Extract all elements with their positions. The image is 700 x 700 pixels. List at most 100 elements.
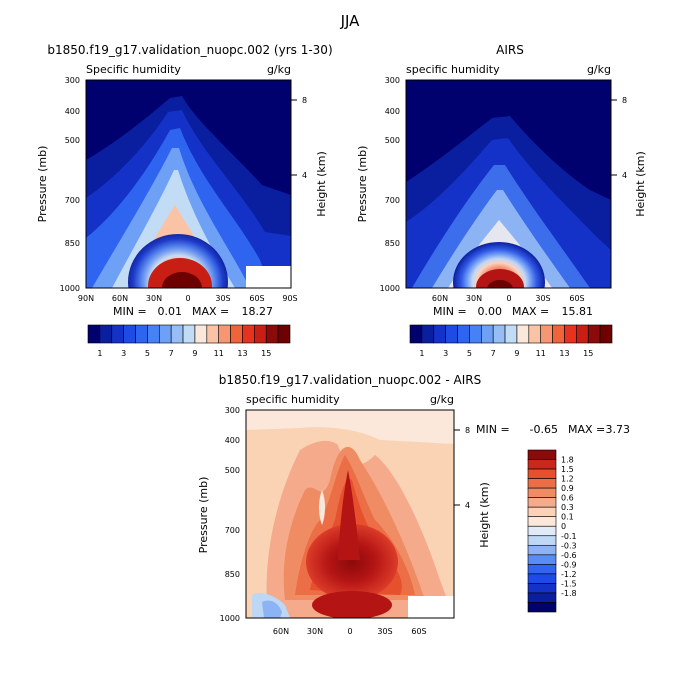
min-max-readout: MIN = -0.65 MAX = 3.73 [476, 423, 630, 436]
colorbar-swatch [504, 324, 518, 344]
colorbar-swatch [527, 525, 557, 537]
colorbar-label: -0.1 [561, 532, 577, 541]
colorbar-swatch [242, 324, 255, 344]
colorbar-label: 0.9 [561, 484, 574, 493]
colorbar-label: 7 [491, 349, 496, 358]
colorbar-swatch [516, 324, 530, 344]
colorbar-label: 9 [192, 349, 197, 358]
y-tick-label: 700 [225, 526, 240, 535]
y-tick-label: 850 [65, 239, 80, 248]
colorbar-label: 1 [97, 349, 102, 358]
colorbar-swatch [527, 554, 557, 565]
y-tick-label: 400 [65, 107, 80, 116]
y2-tick-label: 4 [465, 501, 470, 510]
colorbar-swatch [457, 324, 470, 344]
colorbar-swatch [576, 324, 589, 344]
x-tick-label: 30S [535, 294, 550, 303]
colorbar-label: 1.8 [561, 456, 574, 465]
figure-title: JJA [340, 12, 361, 30]
y2-axis-title: Height (km) [478, 482, 491, 548]
colorbar-label: 15 [583, 349, 593, 358]
max-label: MAX = [512, 305, 549, 318]
colorbar-swatch [540, 324, 553, 344]
y-tick-label: 300 [225, 406, 240, 415]
min-label: MIN = [433, 305, 467, 318]
y-tick-label: 300 [65, 76, 80, 85]
colorbar-swatch [409, 324, 423, 344]
y-tick-label: 700 [385, 196, 400, 205]
colorbar-swatch [527, 516, 557, 527]
field-label: specific humidity [246, 393, 340, 406]
y-axis: 300 400 500 700 850 1000 Pressure (mb) [36, 76, 80, 293]
min-max-readout: MIN = 0.01 MAX = 18.27 [113, 305, 273, 318]
colorbar-label: 13 [559, 349, 569, 358]
panel-title: b1850.f19_g17.validation_nuopc.002 - AIR… [219, 373, 481, 387]
colorbar-swatch [147, 324, 160, 344]
colorbar-swatch [527, 592, 557, 603]
colorbar-label: 13 [237, 349, 247, 358]
max-value: 3.73 [606, 423, 631, 436]
colorbar-swatch [528, 324, 542, 344]
colorbar-swatch [445, 324, 458, 344]
colorbar-label: 1.2 [561, 475, 574, 484]
contour-field [246, 410, 454, 618]
y-axis-title: Pressure (mb) [36, 146, 49, 223]
y-tick-label: 1000 [60, 284, 80, 293]
colorbar-swatch [552, 324, 565, 344]
y2-tick-label: 8 [302, 96, 307, 105]
unit-label: g/kg [587, 63, 611, 76]
y2-tick-label: 4 [622, 171, 627, 180]
y-tick-label: 1000 [380, 284, 400, 293]
colorbar-label: 11 [214, 349, 224, 358]
colorbar-label: 5 [145, 349, 150, 358]
colorbar-swatch [218, 324, 231, 344]
unit-label: g/kg [430, 393, 454, 406]
y-tick-label: 500 [65, 136, 80, 145]
y-tick-label: 300 [385, 76, 400, 85]
colorbar-label: 1.5 [561, 465, 574, 474]
panel-title: AIRS [496, 43, 524, 57]
y-tick-label: 400 [385, 107, 400, 116]
colorbar-swatch [527, 497, 557, 508]
colorbar-swatch [527, 535, 557, 546]
colorbar-swatch [469, 324, 482, 344]
panel-model: b1850.f19_g17.validation_nuopc.002 (yrs … [36, 43, 333, 318]
x-tick-label: 60S [411, 627, 426, 636]
x-tick-label: 30S [377, 627, 392, 636]
y-axis: 300 400 500 700 850 1000 Pressure (mb) [356, 76, 400, 293]
x-tick-label: 90S [282, 294, 297, 303]
x-tick-label: 30N [307, 627, 323, 636]
x-tick-label: 60S [569, 294, 584, 303]
colorbar-swatch [135, 324, 148, 344]
colorbar-swatch [527, 573, 557, 584]
contour-field [86, 80, 291, 288]
colorbar-swatch [527, 459, 557, 470]
y2-axis [454, 429, 460, 506]
colorbar-swatch [230, 324, 243, 344]
colorbar-label: -0.9 [561, 560, 577, 569]
x-tick-label: 60N [273, 627, 289, 636]
min-label: MIN = [113, 305, 147, 318]
colorbar-swatch [99, 324, 113, 344]
colorbar-swatch [492, 324, 506, 344]
colorbar-swatch [564, 324, 577, 344]
colorbar-swatch [182, 324, 196, 344]
colorbar-swatch [480, 324, 494, 344]
y-tick-label: 1000 [220, 614, 240, 623]
x-tick-label: 30N [466, 294, 482, 303]
unit-label: g/kg [267, 63, 291, 76]
x-tick-label: 60S [249, 294, 264, 303]
y2-tick-label: 8 [465, 426, 470, 435]
colorbar-obs: 1 3 5 7 9 11 13 15 [409, 324, 613, 358]
colorbar-swatch [158, 324, 172, 344]
colorbar-swatch [527, 468, 557, 479]
x-axis: 60N 30N 0 30S 60S [273, 627, 427, 636]
x-tick-label: 30S [215, 294, 230, 303]
y2-tick-label: 8 [622, 96, 627, 105]
colorbar-swatch [87, 324, 101, 344]
field-label: specific humidity [406, 63, 500, 76]
y2-axis [291, 99, 297, 176]
colorbar-swatch [206, 324, 220, 344]
y-tick-label: 400 [225, 436, 240, 445]
colorbar-swatch [194, 324, 208, 344]
